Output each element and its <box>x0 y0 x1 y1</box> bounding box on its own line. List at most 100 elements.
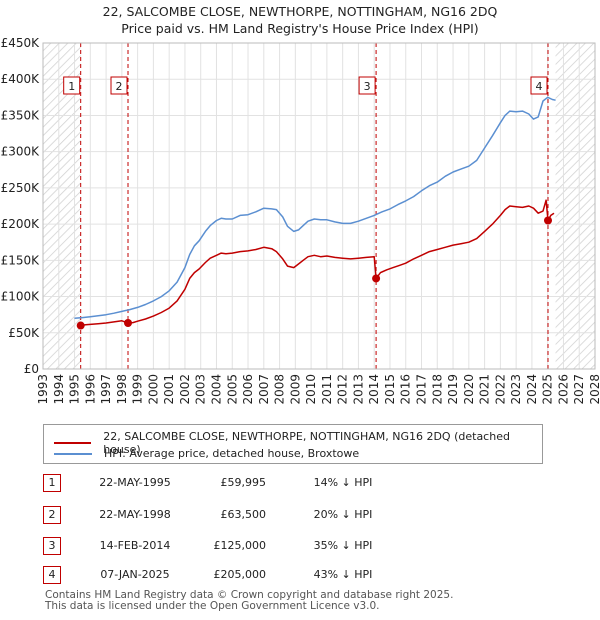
x-tick-label: 1995 <box>68 374 82 405</box>
x-tick-label: 2014 <box>367 374 381 405</box>
x-tick-label: 2004 <box>209 374 223 405</box>
y-tick-label: £150K <box>1 253 41 267</box>
sale-price: £63,500 <box>220 508 267 521</box>
sale-number-badge: 2 <box>43 506 61 524</box>
sale-price: £205,000 <box>213 568 267 581</box>
title-line-2: Price paid vs. HM Land Registry's House … <box>121 21 479 36</box>
sale-label-box: 3 <box>358 76 376 95</box>
x-tick-label: 2024 <box>525 374 539 405</box>
sale-row: 3 14-FEB-2014 £125,000 35% ↓ HPI <box>0 537 600 557</box>
plot-frame <box>42 42 596 370</box>
legend-property-swatch <box>54 442 92 444</box>
x-tick-label: 2022 <box>493 374 507 405</box>
sale-hpi-diff: 43% ↓ HPI <box>313 568 373 581</box>
legend-hpi-swatch <box>54 452 92 455</box>
x-tick-label: 2017 <box>415 374 429 405</box>
x-tick-label: 2006 <box>241 374 255 405</box>
sale-label-frame <box>358 76 376 95</box>
sale-date: 14-FEB-2014 <box>99 539 171 552</box>
y-tick-label: £50K <box>8 326 40 340</box>
sale-label-box: 4 <box>530 76 548 95</box>
sale-date: 07-JAN-2025 <box>100 568 170 581</box>
x-tick-label: 2028 <box>588 374 600 405</box>
x-tick-label: 2016 <box>399 374 413 405</box>
y-tick-label: £250K <box>1 181 41 195</box>
x-tick-label: 2001 <box>162 374 176 405</box>
footer-copyright: Contains HM Land Registry data © Crown c… <box>45 589 454 601</box>
sale-price: £125,000 <box>213 539 267 552</box>
x-tick-label: 2000 <box>146 374 160 405</box>
sale-label-number: 4 <box>536 80 543 93</box>
sale-point <box>124 318 133 327</box>
sale-label-number: 2 <box>116 80 123 93</box>
sale-hpi-diff: 35% ↓ HPI <box>313 539 373 552</box>
y-tick-label: £450K <box>1 36 41 50</box>
x-tick-label: 1994 <box>52 374 66 405</box>
sale-date: 22-MAY-1995 <box>99 476 171 489</box>
legend-property-label: 22, SALCOMBE CLOSE, NEWTHORPE, NOTTINGHA… <box>103 430 510 456</box>
footer-licence: This data is licensed under the Open Gov… <box>45 600 380 612</box>
x-tick-label: 1999 <box>131 374 145 405</box>
sale-row: 1 22-MAY-1995 £59,995 14% ↓ HPI <box>0 474 600 494</box>
series-line-property <box>80 199 555 327</box>
x-tick-label: 2015 <box>383 374 397 405</box>
y-tick-label: £300K <box>1 145 41 159</box>
hatched-region <box>555 43 595 369</box>
sale-number-badge: 4 <box>43 566 61 584</box>
x-tick-label: 2008 <box>273 374 287 405</box>
sale-hpi-diff: 14% ↓ HPI <box>313 476 373 489</box>
sale-row: 2 22-MAY-1998 £63,500 20% ↓ HPI <box>0 506 600 526</box>
x-tick-label: 1996 <box>83 374 97 405</box>
footer: Contains HM Land Registry data © Crown c… <box>45 590 453 612</box>
x-tick-label: 2023 <box>509 374 523 405</box>
x-tick-label: 2003 <box>194 374 208 405</box>
sale-label-frame <box>530 76 548 95</box>
sale-label-frame <box>63 76 81 95</box>
sale-point <box>372 274 381 283</box>
sale-date: 22-MAY-1998 <box>99 508 171 521</box>
sale-number-badge: 3 <box>43 537 61 555</box>
legend-item-property: 22, SALCOMBE CLOSE, NEWTHORPE, NOTTINGHA… <box>54 430 542 456</box>
sale-price: £59,995 <box>220 476 267 489</box>
x-tick-label: 2002 <box>178 374 192 405</box>
x-tick-label: 2018 <box>430 374 444 405</box>
x-tick-label: 2025 <box>541 374 555 405</box>
series-line-hpi <box>74 96 556 320</box>
sale-label-box: 2 <box>110 76 128 95</box>
y-tick-label: £200K <box>1 217 41 231</box>
x-tick-label: 2011 <box>320 374 334 405</box>
sale-number-badge: 1 <box>43 474 61 492</box>
x-tick-label: 2021 <box>478 374 492 405</box>
x-tick-label: 2010 <box>304 374 318 405</box>
x-tick-label: 2005 <box>225 374 239 405</box>
sale-label-box: 1 <box>63 76 81 95</box>
y-tick-label: £100K <box>1 290 41 304</box>
x-tick-label: 2027 <box>572 374 586 405</box>
x-tick-label: 2007 <box>257 374 271 405</box>
sale-label-number: 1 <box>68 80 75 93</box>
y-tick-label: £400K <box>1 72 41 86</box>
sale-point <box>76 321 85 330</box>
sale-label-frame <box>110 76 128 95</box>
chart-title: 22, SALCOMBE CLOSE, NEWTHORPE, NOTTINGHA… <box>0 3 600 37</box>
y-tick-label: £0 <box>24 362 39 376</box>
sale-label-number: 3 <box>364 80 371 93</box>
x-tick-label: 2020 <box>462 374 476 405</box>
x-tick-label: 2019 <box>446 374 460 405</box>
x-tick-label: 1997 <box>99 374 113 405</box>
sale-point <box>544 216 553 225</box>
x-tick-label: 1993 <box>36 374 50 405</box>
price-chart: 1 2 3 4 £0 £50K £100K £150K £200K £250K £300K £350… <box>1 36 600 405</box>
sale-row: 4 07-JAN-2025 £205,000 43% ↓ HPI <box>0 566 600 586</box>
x-tick-label: 1998 <box>115 374 129 405</box>
sale-hpi-diff: 20% ↓ HPI <box>313 508 373 521</box>
x-tick-label: 2009 <box>288 374 302 405</box>
x-tick-label: 2013 <box>351 374 365 405</box>
legend-item-hpi: HPI: Average price, detached house, Brox… <box>54 447 359 460</box>
x-tick-label: 2026 <box>556 374 570 405</box>
legend-hpi-label: HPI: Average price, detached house, Brox… <box>104 447 360 460</box>
title-line-1: 22, SALCOMBE CLOSE, NEWTHORPE, NOTTINGHA… <box>102 4 498 19</box>
y-tick-label: £350K <box>1 108 41 122</box>
x-tick-label: 2012 <box>336 374 350 405</box>
legend: 22, SALCOMBE CLOSE, NEWTHORPE, NOTTINGHA… <box>43 424 543 464</box>
